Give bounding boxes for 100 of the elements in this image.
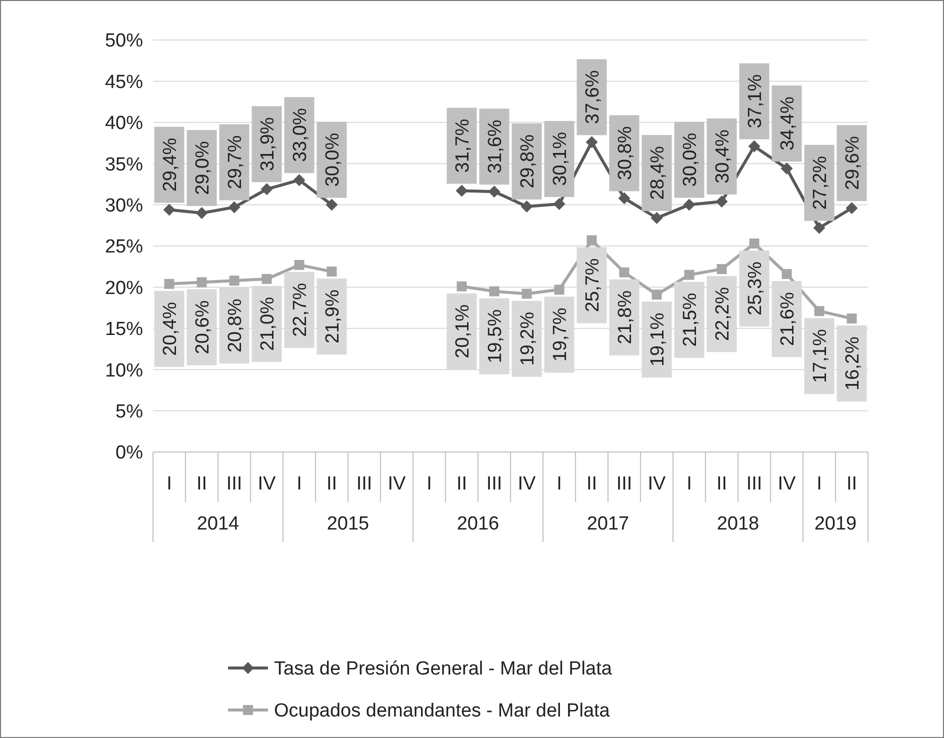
point (262, 274, 272, 284)
text: 2014 (196, 514, 240, 535)
point (586, 235, 597, 246)
x-tick-label: III (616, 474, 632, 495)
x-tick-label: I (426, 474, 432, 495)
data-label: 25,3% (744, 261, 766, 316)
point (813, 222, 826, 234)
point (196, 277, 207, 288)
data-label: 29,0% (192, 141, 214, 195)
data-label: 19,1% (647, 312, 668, 367)
data-label: 33,0% (290, 108, 311, 162)
y-tick-label: 5% (116, 401, 144, 422)
data-label: 37,6% (582, 70, 604, 124)
data-label: 19,7% (550, 308, 571, 362)
point (228, 201, 240, 214)
point (164, 278, 174, 289)
x-tick-label: IV (778, 474, 796, 495)
data-label: 30,1% (550, 132, 571, 186)
data-label: 29,6% (842, 136, 864, 190)
data-label: 29,4% (160, 138, 181, 192)
point (294, 260, 304, 270)
data-label: 28,4% (647, 146, 668, 200)
x-tick-label: II (846, 474, 858, 495)
data-label: 29,8% (517, 134, 538, 188)
point (456, 281, 467, 292)
data-label: 30,0% (680, 132, 701, 187)
data-label: 30,0% (322, 132, 344, 187)
data-label: 21,8% (614, 290, 636, 344)
y-tick-label: 30% (104, 195, 144, 216)
point (553, 198, 566, 210)
data-label: 22,7% (290, 282, 311, 337)
x-tick-label: III (356, 474, 372, 495)
x-tick-label: I (556, 474, 562, 495)
point (716, 264, 727, 274)
data-label: 17,1% (810, 329, 831, 384)
point (488, 186, 500, 198)
x-tick-label: II (716, 474, 728, 495)
x-tick-label: IV (648, 474, 666, 495)
y-tick-label: 50% (104, 30, 144, 52)
point (163, 204, 176, 216)
point (716, 196, 728, 208)
data-label: 31,6% (484, 120, 506, 174)
x-tick-label: IV (388, 474, 406, 495)
data-label: 29,7% (224, 135, 246, 190)
data-label: 31,7% (452, 118, 474, 173)
x-tick-label: II (586, 474, 598, 495)
x-tick-label: II (456, 474, 468, 495)
data-label: 37,1% (744, 74, 766, 128)
data-label: 20,1% (452, 304, 474, 358)
point (618, 192, 630, 204)
point (489, 286, 500, 296)
point (196, 207, 208, 220)
y-tick-label: 20% (104, 278, 144, 299)
point (260, 183, 273, 196)
point (846, 202, 858, 214)
data-label: 20,8% (224, 298, 246, 353)
point (326, 198, 338, 211)
legend-label: Ocupados demandantes - Mar del Plata (274, 700, 610, 722)
data-label: 22,2% (712, 287, 734, 342)
point (652, 290, 662, 300)
data-label: 21,6% (777, 292, 798, 346)
x-tick-label: III (746, 474, 762, 495)
x-tick-label: IV (258, 474, 276, 495)
point (683, 198, 696, 211)
point (684, 270, 694, 280)
y-tick-label: 35% (104, 154, 144, 176)
x-tick-label: II (196, 474, 208, 495)
point (229, 276, 240, 286)
y-tick-label: 10% (104, 360, 144, 382)
data-label: 21,5% (680, 292, 701, 347)
y-tick-label: 45% (104, 72, 144, 93)
point (554, 284, 564, 295)
x-tick-label: III (486, 474, 502, 495)
data-label: 34,4% (777, 96, 798, 150)
text: 2016 (456, 514, 500, 535)
y-tick-label: 40% (104, 113, 144, 134)
data-label: 30,8% (614, 126, 636, 180)
point (619, 267, 630, 278)
data-label: 21,0% (257, 296, 278, 351)
x-tick-label: I (816, 474, 822, 495)
text: 2017 (586, 514, 630, 535)
text: 2019 (814, 514, 857, 535)
data-label: 30,4% (712, 129, 734, 184)
y-tick-label: 0% (116, 442, 144, 464)
point (586, 136, 598, 148)
data-label: 19,2% (517, 312, 538, 366)
legend-label: Tasa de Presión General - Mar del Plata (274, 658, 612, 680)
point (520, 200, 533, 212)
point (456, 184, 468, 197)
data-label: 19,5% (484, 309, 506, 364)
point (782, 269, 792, 280)
data-label: 21,9% (322, 290, 344, 344)
point (522, 288, 532, 299)
text: 2015 (326, 514, 370, 535)
point (650, 212, 663, 224)
point (749, 238, 760, 249)
data-label: 27,2% (810, 156, 831, 210)
point (780, 162, 793, 175)
point (814, 306, 824, 316)
text: 2018 (716, 514, 760, 535)
